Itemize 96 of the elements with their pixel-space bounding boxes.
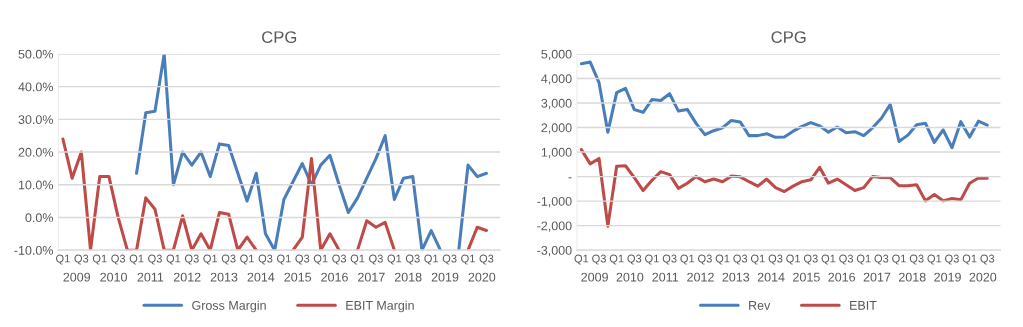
- x-tick-label: Q3: [980, 254, 995, 265]
- text: 2014: [247, 272, 275, 282]
- x-tick-label: Q3: [698, 254, 712, 265]
- x-tick-label: Q1: [786, 254, 801, 265]
- x-tick-label: Q3: [803, 254, 818, 265]
- text: 2018: [394, 272, 422, 282]
- x-tick-label: Q3: [258, 254, 273, 265]
- x-tick-label: Q1: [892, 254, 906, 265]
- text: 2017: [863, 272, 891, 282]
- y-tick-label: 4,000: [541, 74, 572, 85]
- text: 2018: [898, 272, 926, 282]
- x-tick-label: Q1: [461, 254, 475, 265]
- text: 2015: [284, 272, 312, 282]
- y-tick-label: 2,000: [541, 123, 572, 134]
- y-tick-label: 30.0%: [18, 115, 54, 125]
- x-tick-label: Q1: [715, 254, 730, 265]
- x-tick-label: Q3: [369, 254, 383, 265]
- y-tick-label: 0.0%: [25, 213, 54, 223]
- x-tick-label: Q1: [387, 254, 402, 265]
- x-tick-label: Q3: [592, 254, 606, 265]
- text: 2019: [934, 272, 961, 282]
- legend-label: Rev: [749, 301, 771, 310]
- text: 2012: [173, 272, 201, 282]
- x-tick-label: Q1: [56, 254, 70, 265]
- y-tick-label: 10.0%: [18, 180, 54, 190]
- x-tick-label: Q1: [574, 254, 589, 265]
- y-tick-label: -2,000: [537, 221, 572, 232]
- y-tick-label: -: [568, 177, 572, 179]
- x-tick-label: Q1: [129, 254, 144, 265]
- y-tick-label: 40.0%: [18, 82, 54, 92]
- x-tick-label: Q1: [609, 254, 624, 265]
- x-tick-label: Q3: [874, 254, 889, 265]
- y-tick-label: 5,000: [541, 49, 572, 61]
- line-series: [579, 148, 989, 228]
- y-tick-label: 20.0%: [18, 147, 54, 157]
- legend-label: EBIT: [850, 301, 877, 310]
- text: 2014: [757, 272, 785, 282]
- text: 2009: [63, 272, 91, 282]
- x-tick-label: Q3: [442, 254, 457, 265]
- x-tick-label: Q1: [750, 254, 765, 265]
- text: 2017: [358, 272, 385, 282]
- x-tick-label: Q3: [405, 254, 420, 265]
- x-tick-label: Q3: [479, 254, 494, 265]
- x-tick-label: Q3: [148, 254, 162, 265]
- x-tick-label: Q3: [295, 254, 310, 265]
- text: 2016: [321, 272, 348, 282]
- x-tick-label: Q1: [203, 254, 218, 265]
- legend-label: EBIT Margin: [346, 300, 414, 313]
- x-tick-label: Q1: [277, 254, 291, 265]
- x-tick-label: Q3: [627, 254, 642, 265]
- text: 2010: [100, 272, 127, 282]
- y-tick-label: 50.0%: [18, 49, 54, 59]
- x-tick-label: Q3: [221, 254, 236, 265]
- text: 2010: [616, 272, 644, 282]
- text: 2011: [652, 272, 679, 282]
- text: 2013: [722, 272, 750, 282]
- line-series: [579, 60, 989, 150]
- x-tick-label: Q1: [821, 254, 836, 265]
- y-tick-label: -3,000: [537, 245, 572, 257]
- text: 2016: [828, 272, 856, 282]
- text: 2020: [969, 272, 997, 282]
- x-tick-label: Q1: [313, 254, 328, 265]
- x-tick-label: Q3: [74, 254, 89, 265]
- x-tick-label: Q1: [856, 254, 871, 265]
- chart-title: CPG: [262, 31, 297, 44]
- text: 2020: [468, 272, 496, 282]
- x-tick-label: Q1: [350, 254, 365, 265]
- text: 2015: [793, 272, 820, 282]
- y-tick-label: -10.0%: [14, 245, 54, 255]
- x-tick-label: Q3: [733, 254, 748, 265]
- x-tick-label: Q1: [166, 254, 181, 265]
- legend-label: Gross Margin: [192, 300, 266, 313]
- x-tick-label: Q1: [927, 254, 942, 265]
- x-tick-label: Q1: [962, 254, 977, 265]
- chart-title: CPG: [771, 31, 806, 44]
- x-tick-label: Q3: [945, 254, 959, 265]
- y-tick-label: 3,000: [541, 98, 572, 110]
- text: 2013: [210, 272, 238, 282]
- x-tick-label: Q1: [424, 254, 439, 265]
- text: 2009: [581, 272, 608, 282]
- x-tick-label: Q3: [662, 254, 677, 265]
- text: 2012: [687, 272, 714, 282]
- x-tick-label: Q1: [92, 254, 107, 265]
- x-tick-label: Q3: [768, 254, 783, 265]
- x-tick-label: Q3: [839, 254, 854, 265]
- x-tick-label: Q3: [111, 254, 126, 265]
- x-tick-label: Q1: [680, 254, 695, 265]
- x-tick-label: Q1: [645, 254, 659, 265]
- x-tick-label: Q3: [184, 254, 199, 265]
- x-tick-label: Q3: [909, 254, 924, 265]
- x-tick-label: Q3: [332, 254, 347, 265]
- y-tick-label: 1,000: [541, 147, 572, 159]
- text: 2019: [431, 272, 459, 282]
- y-tick-label: -1,000: [537, 196, 572, 208]
- x-tick-label: Q1: [240, 254, 254, 265]
- text: 2011: [137, 272, 164, 282]
